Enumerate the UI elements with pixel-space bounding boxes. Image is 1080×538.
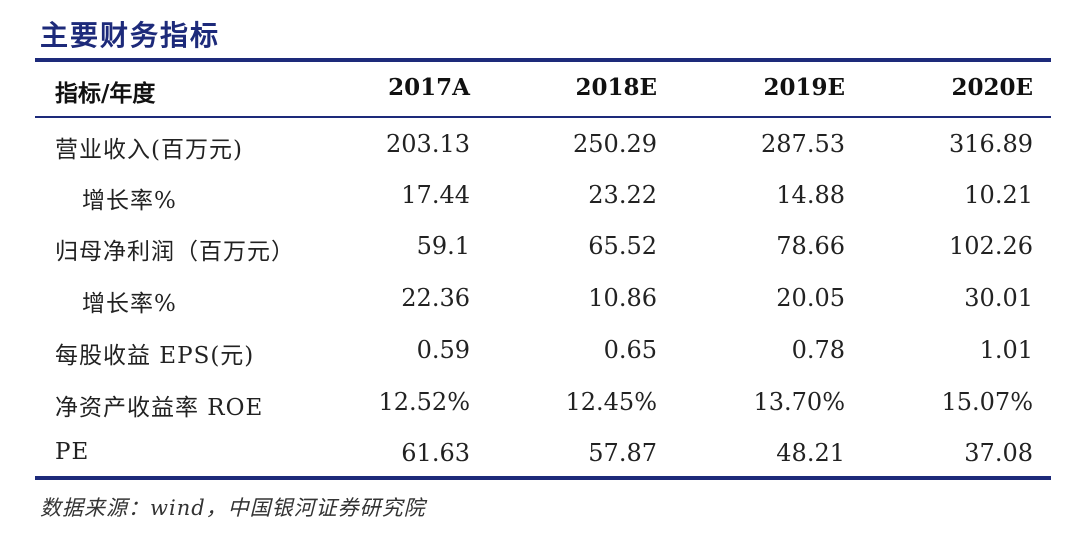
header-year-2020: 2020E [951,74,1033,101]
row-value: 203.13 [386,130,470,158]
source-note: 数据来源：wind，中国银河证券研究院 [40,496,426,520]
row-value: 65.52 [588,232,657,260]
table-row-pe: PE 61.63 57.87 48.21 37.08 [0,429,1080,481]
row-value: 287.53 [761,130,845,158]
header-label: 指标/年度 [55,80,156,107]
row-value: 250.29 [573,130,657,158]
row-value: 316.89 [949,130,1033,158]
top-rule [35,58,1051,62]
row-value: 0.78 [791,336,845,364]
row-value: 12.52% [378,388,470,416]
row-value: 30.01 [964,284,1033,312]
bottom-rule [35,476,1051,480]
row-value: 22.36 [401,284,470,312]
row-value: 10.86 [588,284,657,312]
table-title: 主要财务指标 [40,19,221,52]
row-value: 59.1 [416,232,470,260]
row-value: 10.21 [964,181,1033,209]
header-year-2017: 2017A [388,74,470,101]
table-header-row: 指标/年度 2017A 2018E 2019E 2020E [0,62,1080,116]
row-value: 0.65 [603,336,657,364]
table-row-net-profit: 归母净利润（百万元） 59.1 65.52 78.66 102.26 [0,222,1080,274]
row-label: 营业收入(百万元) [55,137,243,163]
row-value: 0.59 [416,336,470,364]
row-value: 15.07% [941,388,1033,416]
row-value: 48.21 [776,439,845,467]
row-value: 57.87 [588,439,657,467]
row-value: 78.66 [776,232,845,260]
header-year-2018: 2018E [575,74,657,101]
table-row-roe: 净资产收益率 ROE 12.52% 12.45% 13.70% 15.07% [0,378,1080,430]
row-value: 23.22 [588,181,657,209]
row-value: 1.01 [979,336,1033,364]
row-value: 14.88 [776,181,845,209]
row-label: 归母净利润（百万元） [55,239,295,265]
table-row-profit-growth: 增长率% 22.36 10.86 20.05 30.01 [0,274,1080,326]
row-value: 13.70% [753,388,845,416]
row-label: 增长率% [82,188,177,214]
row-value: 20.05 [776,284,845,312]
row-value: 17.44 [401,181,470,209]
table-row-eps: 每股收益 EPS(元) 0.59 0.65 0.78 1.01 [0,326,1080,378]
row-label: 净资产收益率 ROE [55,395,264,421]
row-value: 102.26 [949,232,1033,260]
row-value: 12.45% [565,388,657,416]
header-rule [35,116,1051,118]
table-row-revenue: 营业收入(百万元) 203.13 250.29 287.53 316.89 [0,120,1080,172]
row-label: 每股收益 EPS(元) [55,343,255,369]
row-value: 37.08 [964,439,1033,467]
row-label: PE [55,439,90,465]
row-label: 增长率% [82,291,177,317]
row-value: 61.63 [401,439,470,467]
table-row-revenue-growth: 增长率% 17.44 23.22 14.88 10.21 [0,171,1080,223]
header-year-2019: 2019E [763,74,845,101]
